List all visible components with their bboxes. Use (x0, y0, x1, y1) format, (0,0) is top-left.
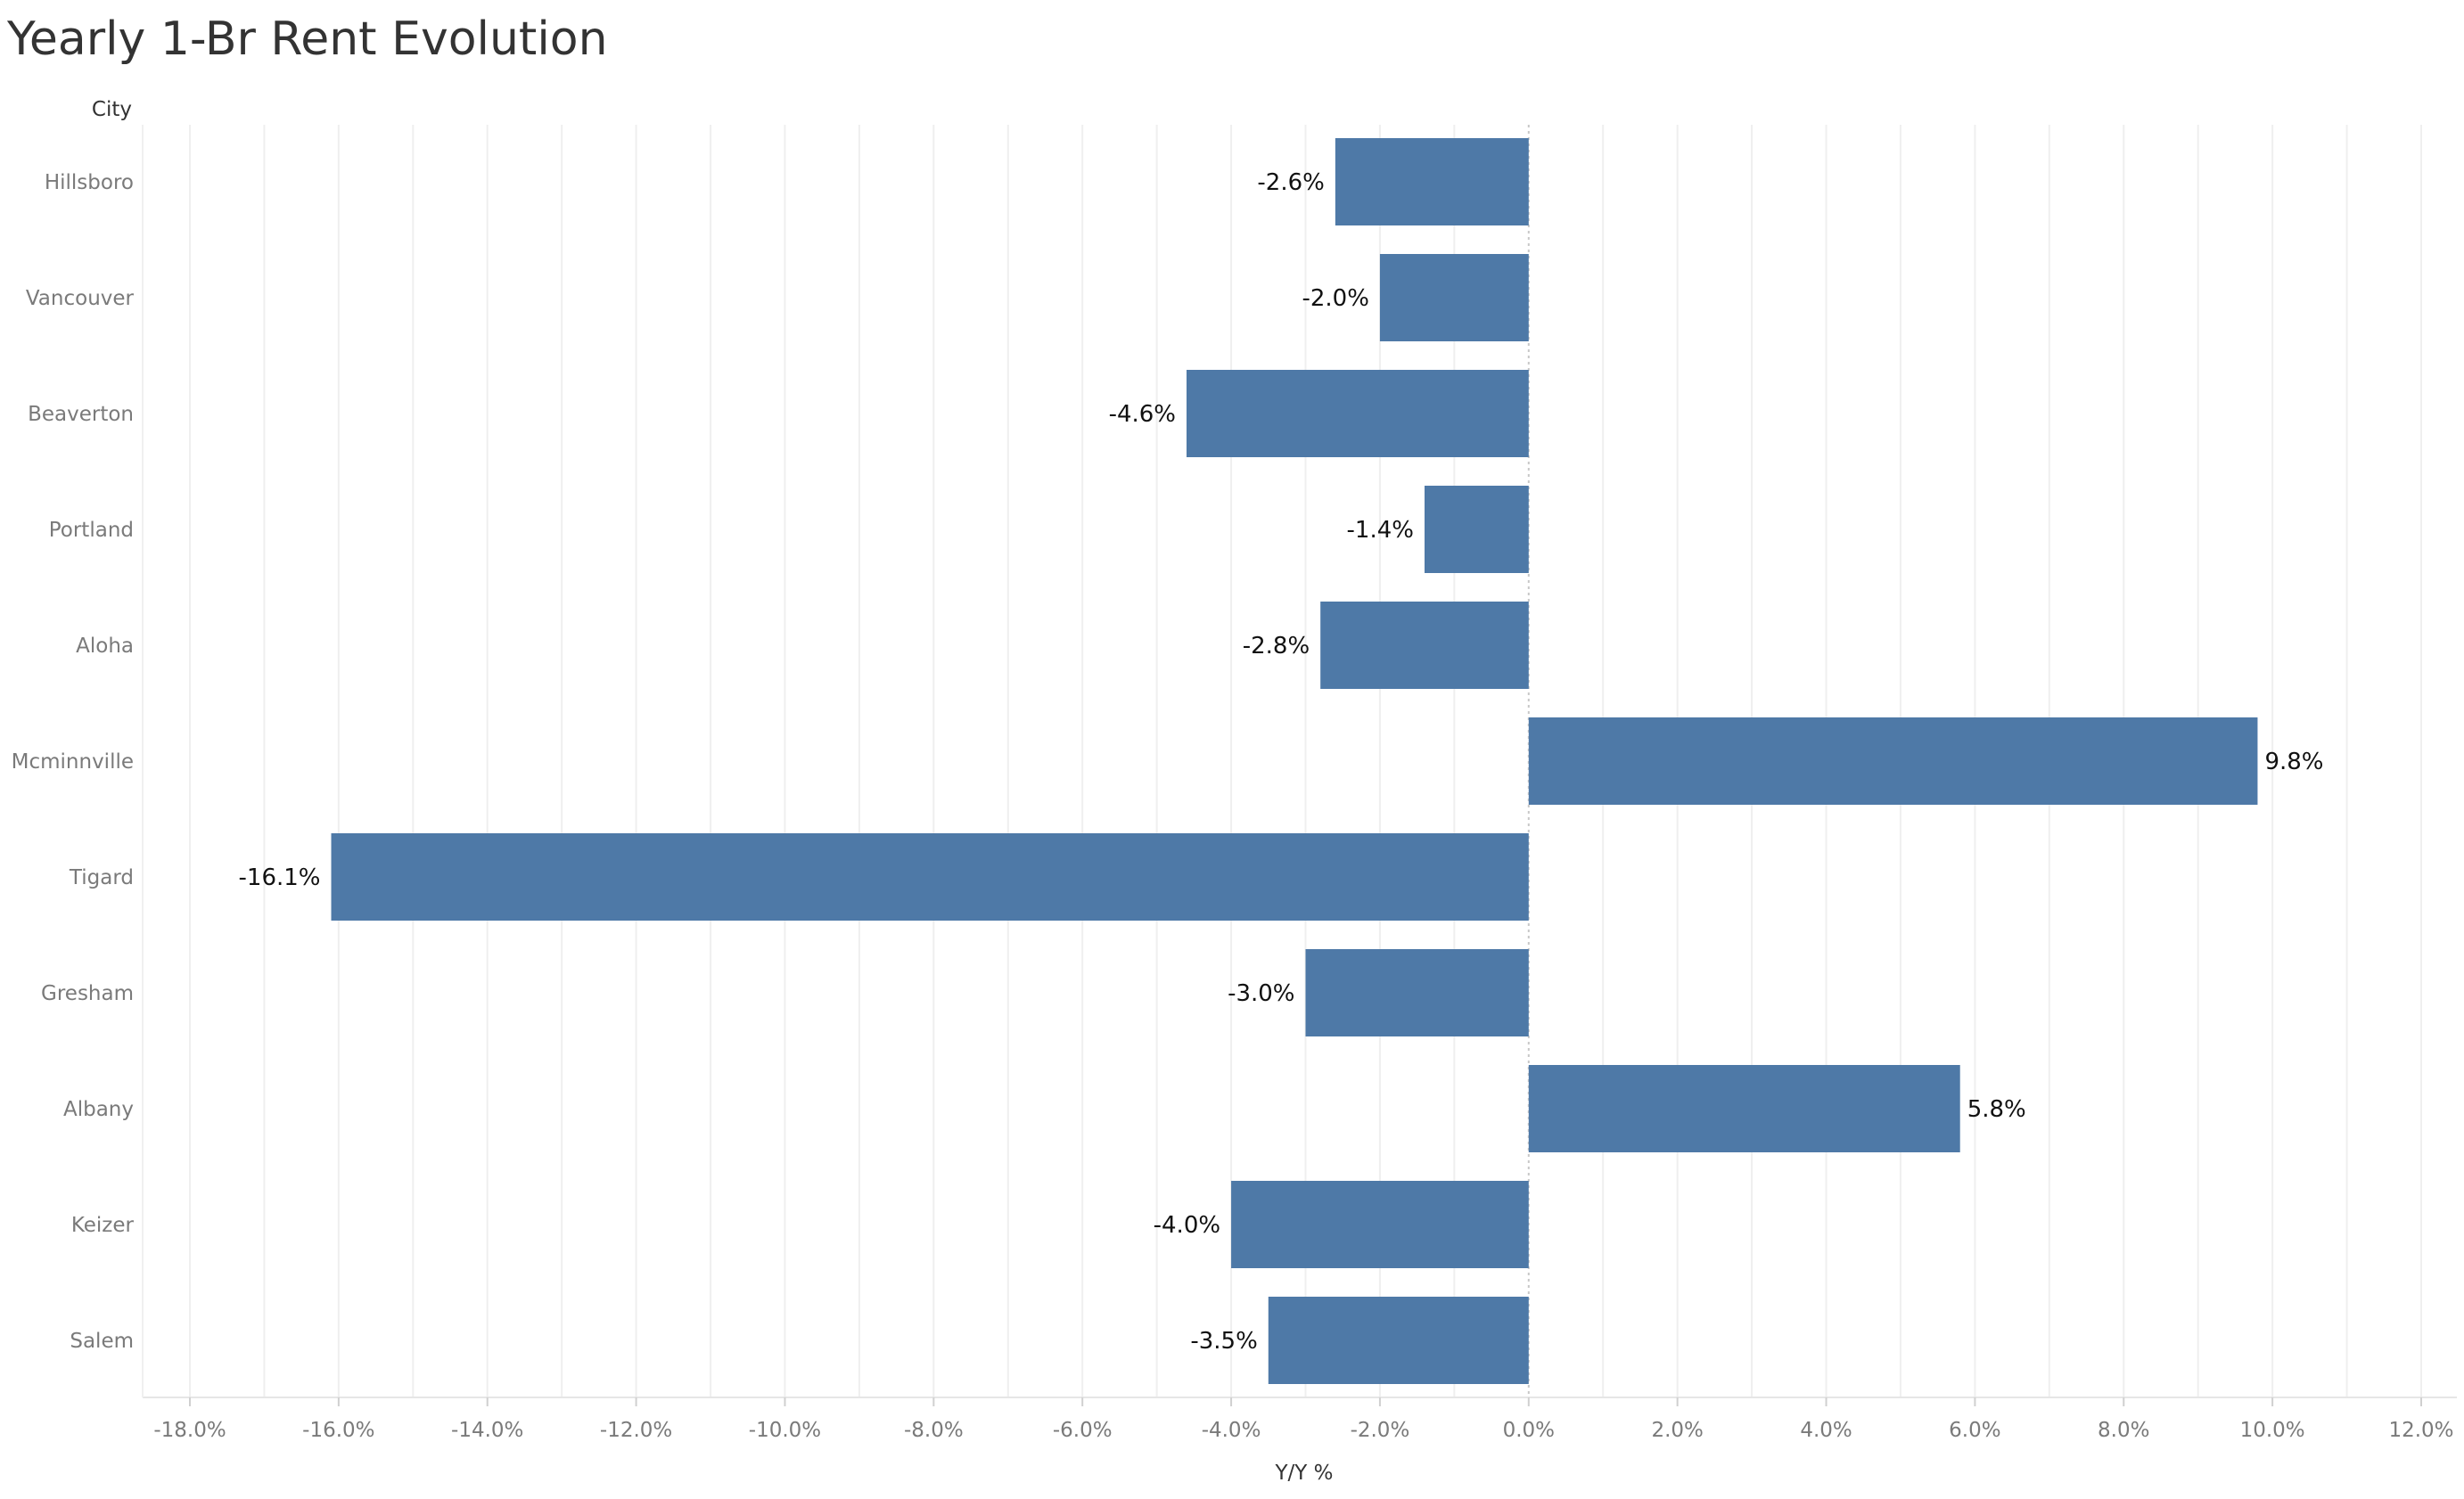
data-label: 5.8% (1967, 1096, 2026, 1123)
bar-aloha[interactable] (1320, 602, 1529, 689)
x-tick-label: -18.0% (153, 1419, 226, 1442)
y-tick-label: Gresham (41, 982, 134, 1005)
x-tick-label: -10.0% (749, 1419, 821, 1442)
bar-albany[interactable] (1528, 1065, 1960, 1152)
x-tick-label: 10.0% (2240, 1419, 2305, 1442)
data-label: -2.6% (1257, 169, 1324, 196)
y-tick-label: Aloha (76, 635, 134, 658)
x-tick-label: 6.0% (1949, 1419, 2000, 1442)
x-tick-label: -12.0% (600, 1419, 672, 1442)
x-tick-label: 12.0% (2388, 1419, 2453, 1442)
bar-portland[interactable] (1424, 486, 1529, 573)
bars (331, 138, 2258, 1384)
data-labels: -2.6% -2.0% -4.6% -1.4% -2.8% 9.8% -16.1% -3.0%… (239, 169, 2324, 1355)
x-tick-label: -8.0% (904, 1419, 964, 1442)
y-axis-labels: Hillsboro Vancouver Beaverton Portland Aloha… (12, 171, 135, 1353)
chart-title: Yearly 1-Br Rent Evolution (7, 12, 608, 66)
y-tick-label: Hillsboro (45, 171, 134, 194)
data-label: -2.0% (1302, 285, 1368, 312)
bar-vancouver[interactable] (1379, 254, 1529, 341)
x-axis-labels: -18.0% -16.0% -14.0% -12.0% -10.0% -8.0% -6.0%… (153, 1397, 2454, 1442)
y-tick-label: Mcminnville (12, 750, 134, 774)
data-label: -2.8% (1243, 633, 1310, 659)
x-tick-label: -16.0% (302, 1419, 374, 1442)
x-tick-label: 4.0% (1800, 1419, 1852, 1442)
y-tick-label: Beaverton (28, 403, 134, 426)
y-tick-label: Albany (63, 1098, 134, 1121)
bar-mcminnville[interactable] (1528, 717, 2258, 805)
x-axis-title: Y/Y % (1274, 1462, 1333, 1485)
y-tick-label: Portland (49, 519, 134, 542)
data-label: -4.0% (1154, 1212, 1220, 1239)
data-label: -4.6% (1109, 401, 1176, 428)
bar-keizer[interactable] (1231, 1181, 1529, 1268)
data-label: -1.4% (1347, 517, 1414, 544)
x-tick-label: -4.0% (1202, 1419, 1261, 1442)
x-tick-label: -2.0% (1351, 1419, 1410, 1442)
bar-hillsboro[interactable] (1335, 138, 1529, 225)
data-label: 9.8% (2264, 749, 2323, 775)
x-tick-label: 8.0% (2098, 1419, 2149, 1442)
data-label: -16.1% (239, 864, 321, 891)
x-tick-label: 0.0% (1503, 1419, 1555, 1442)
row-header: City (92, 98, 132, 121)
bar-tigard[interactable] (331, 833, 1529, 921)
bar-beaverton[interactable] (1187, 370, 1529, 457)
x-tick-label: -14.0% (451, 1419, 523, 1442)
bar-salem[interactable] (1268, 1297, 1529, 1384)
x-tick-label: 2.0% (1651, 1419, 1703, 1442)
y-tick-label: Keizer (71, 1214, 135, 1237)
y-tick-label: Vancouver (26, 287, 135, 310)
x-tick-label: -6.0% (1053, 1419, 1113, 1442)
y-tick-label: Tigard (69, 866, 134, 889)
bar-gresham[interactable] (1305, 949, 1529, 1036)
data-label: -3.5% (1190, 1328, 1257, 1355)
y-tick-label: Salem (70, 1330, 134, 1353)
data-label: -3.0% (1228, 980, 1294, 1007)
